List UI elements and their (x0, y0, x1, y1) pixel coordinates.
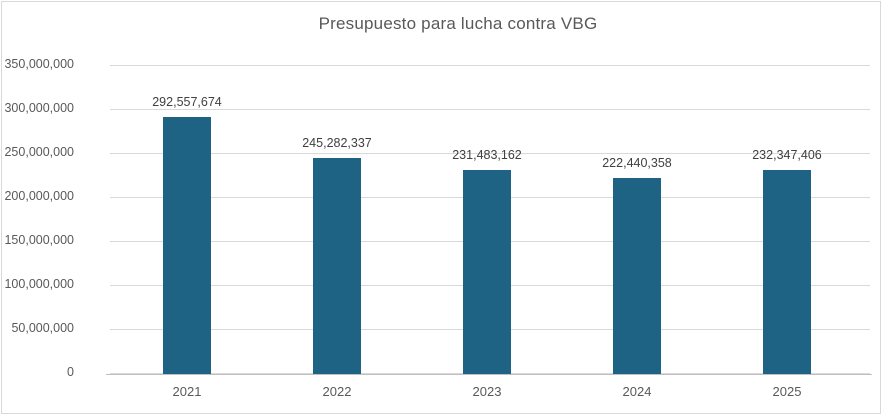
chart-title: Presupuesto para lucha contra VBG (318, 14, 598, 33)
bar-value-label-2021: 292,557,674 (152, 95, 222, 109)
y-axis-tick-label: 250,000,000 (4, 145, 74, 159)
y-axis-tick-label: 150,000,000 (4, 233, 74, 247)
bar-value-label-2022: 245,282,337 (302, 136, 372, 150)
y-axis-tick-label: 200,000,000 (4, 189, 74, 203)
gridline (110, 65, 870, 66)
bar-value-label-2023: 231,483,162 (452, 148, 522, 162)
y-axis-tick-label: 300,000,000 (4, 101, 74, 115)
x-axis-tick-label-2023: 2023 (472, 384, 502, 399)
gridline (110, 153, 870, 154)
x-axis-tick-label-2025: 2025 (772, 384, 802, 399)
x-axis-tick-label-2022: 2022 (322, 384, 352, 399)
gridline (110, 109, 870, 110)
bar-2023 (463, 170, 511, 374)
y-axis-tick-label: 350,000,000 (4, 57, 74, 71)
bar-2025 (763, 170, 811, 374)
bar-value-label-2024: 222,440,358 (602, 156, 672, 170)
bar-2021 (163, 117, 211, 374)
y-axis-tick-label: 50,000,000 (11, 321, 74, 335)
y-axis-tick-label: 100,000,000 (4, 277, 74, 291)
bar-2022 (313, 158, 361, 374)
x-axis-tick-label-2021: 2021 (172, 384, 202, 399)
plot-area: 0 50,000,000 100,000,000 150,000,000 200,000… (4, 57, 872, 399)
bar-2024 (613, 178, 661, 374)
x-axis-tick-label-2024: 2024 (622, 384, 652, 399)
bar-value-label-2025: 232,347,406 (752, 148, 822, 162)
y-axis-tick-label: 0 (67, 365, 74, 379)
x-axis-line (106, 374, 872, 375)
